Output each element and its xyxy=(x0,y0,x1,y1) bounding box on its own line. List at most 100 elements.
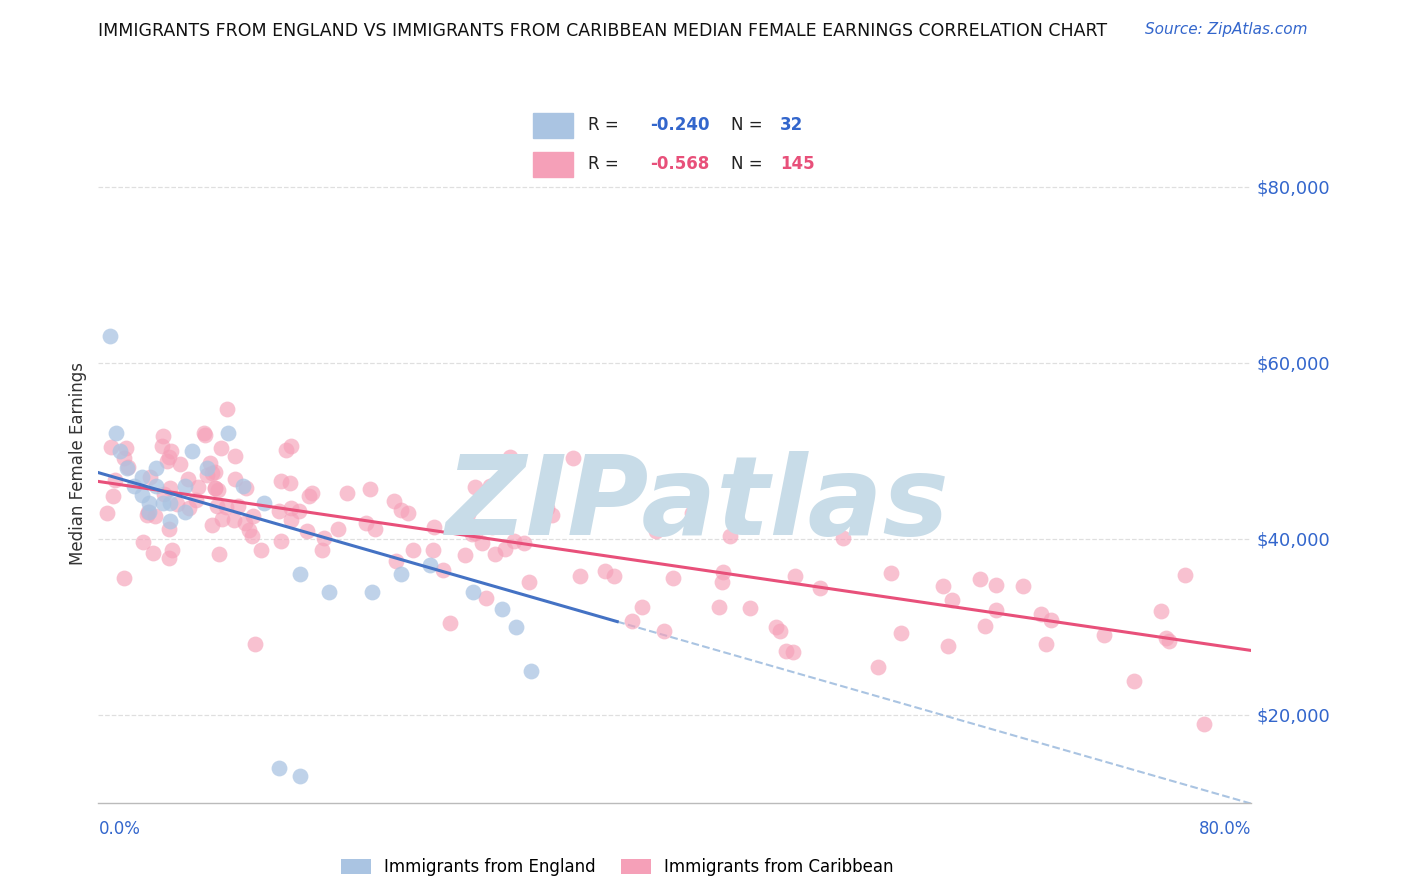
Point xyxy=(145,479,167,493)
Point xyxy=(240,529,263,543)
Point xyxy=(104,425,127,440)
Point xyxy=(211,512,233,526)
Point xyxy=(288,504,311,518)
Point xyxy=(336,485,359,500)
Point xyxy=(775,643,797,657)
Point xyxy=(209,442,232,456)
Point xyxy=(831,531,853,545)
Text: 80.0%: 80.0% xyxy=(1199,820,1251,838)
Point xyxy=(890,625,912,640)
Point xyxy=(205,499,228,513)
Point xyxy=(593,564,616,578)
Point xyxy=(385,554,408,568)
Point xyxy=(1150,604,1173,618)
Point xyxy=(177,472,200,486)
Point xyxy=(502,534,524,549)
Point xyxy=(478,479,501,493)
Text: -0.568: -0.568 xyxy=(650,154,710,173)
Point xyxy=(157,550,180,565)
Point xyxy=(984,578,1007,592)
Point xyxy=(201,466,224,480)
Point xyxy=(159,514,181,528)
Point xyxy=(207,483,229,498)
Point xyxy=(707,600,730,615)
Text: 0.0%: 0.0% xyxy=(98,820,141,838)
Point xyxy=(1123,673,1146,688)
Point xyxy=(402,542,425,557)
Point xyxy=(267,761,290,775)
Point xyxy=(422,543,444,558)
Point xyxy=(195,461,218,475)
Point xyxy=(457,507,479,521)
Point xyxy=(269,504,291,518)
Point xyxy=(464,526,486,541)
Point xyxy=(769,624,792,638)
Point xyxy=(280,501,302,516)
Point xyxy=(104,474,127,488)
Point xyxy=(298,489,321,503)
Point xyxy=(359,483,381,497)
Point xyxy=(138,496,160,510)
Point xyxy=(461,527,484,541)
Point xyxy=(159,443,181,458)
Point xyxy=(274,442,297,457)
Text: R =: R = xyxy=(588,116,624,135)
Point xyxy=(505,620,527,634)
Point xyxy=(217,401,239,416)
Point xyxy=(224,472,246,486)
Point xyxy=(312,531,335,545)
Point xyxy=(419,558,441,573)
Point xyxy=(491,602,513,616)
Point xyxy=(112,571,135,585)
Point xyxy=(361,584,384,599)
Point xyxy=(136,505,159,519)
Point xyxy=(159,481,181,495)
Point xyxy=(145,461,167,475)
Point xyxy=(710,575,733,590)
Point xyxy=(1035,637,1057,651)
Point xyxy=(159,496,181,510)
Point xyxy=(152,439,174,453)
Point xyxy=(471,536,494,550)
Point xyxy=(562,450,585,465)
Point xyxy=(156,454,179,468)
Point xyxy=(245,637,267,651)
Point xyxy=(152,496,174,510)
Point xyxy=(153,486,176,500)
Text: N =: N = xyxy=(731,154,768,173)
Text: -0.240: -0.240 xyxy=(650,116,710,135)
Point xyxy=(711,566,734,580)
Point xyxy=(270,475,292,489)
Point xyxy=(181,443,204,458)
Point xyxy=(201,518,224,533)
Point xyxy=(454,548,477,562)
Point xyxy=(157,450,180,464)
Point xyxy=(1039,613,1062,627)
Text: Source: ZipAtlas.com: Source: ZipAtlas.com xyxy=(1144,22,1308,37)
Point xyxy=(208,547,231,561)
Y-axis label: Median Female Earnings: Median Female Earnings xyxy=(69,362,87,566)
Point xyxy=(932,578,955,592)
Point xyxy=(270,534,292,549)
Point xyxy=(1156,632,1178,646)
Point xyxy=(204,465,226,479)
Point xyxy=(174,505,197,519)
Point xyxy=(936,639,959,653)
Point xyxy=(152,429,174,443)
Point xyxy=(238,523,260,537)
Point xyxy=(652,624,675,638)
Text: ZIPatlas: ZIPatlas xyxy=(446,451,950,558)
Point xyxy=(204,481,226,495)
Point xyxy=(1092,628,1115,642)
Point xyxy=(108,443,131,458)
Point xyxy=(131,470,153,484)
Point xyxy=(280,513,302,527)
Point xyxy=(880,566,903,581)
Point xyxy=(142,546,165,560)
Point xyxy=(969,572,991,586)
Point xyxy=(193,426,215,441)
Point xyxy=(131,488,153,502)
Point xyxy=(290,769,312,783)
Legend: Immigrants from England, Immigrants from Caribbean: Immigrants from England, Immigrants from… xyxy=(335,851,900,882)
Point xyxy=(114,441,136,455)
